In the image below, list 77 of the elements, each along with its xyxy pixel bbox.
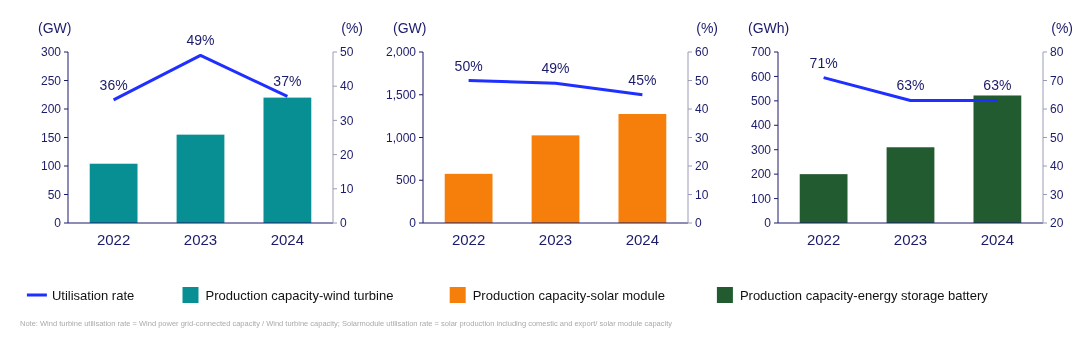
data-label: 37%: [273, 73, 302, 90]
y-tick-label: 2,000: [385, 45, 417, 60]
y2-tick-label: 20: [1050, 216, 1064, 231]
y-tick-label: 300: [750, 142, 772, 157]
y2-tick-label: 30: [695, 130, 709, 145]
legend-label: Production capacity-solar module: [472, 287, 665, 303]
y-tick-label: 300: [40, 45, 62, 60]
data-label: 49%: [541, 60, 570, 77]
y2-tick-label: 10: [340, 182, 354, 196]
y2-tick-label: 50: [340, 45, 354, 60]
y-tick-label: 150: [40, 130, 62, 145]
bar: [89, 163, 138, 223]
y-tick-label: 50: [47, 187, 62, 202]
y2-tick-label: 80: [1050, 45, 1064, 60]
y-tick-label: 200: [750, 167, 772, 182]
data-label: 45%: [628, 71, 657, 88]
y2-tick-label: 40: [695, 102, 709, 117]
data-label: 50%: [454, 57, 483, 74]
bar: [176, 134, 225, 223]
x-tick-label: 2024: [625, 231, 660, 248]
y2-tick-label: 50: [1050, 130, 1064, 145]
x-tick-label: 2023: [538, 231, 573, 248]
y-tick-label: 200: [40, 102, 62, 117]
y-axis-title: (GWh): [748, 20, 790, 36]
y2-tick-label: 70: [1050, 73, 1064, 88]
y2-tick-label: 40: [340, 79, 354, 94]
y-tick-label: 1,500: [385, 87, 417, 102]
bar: [886, 147, 935, 223]
y2-tick-label: 20: [340, 147, 354, 162]
x-tick-label: 2024: [270, 231, 305, 248]
bar: [799, 174, 848, 223]
bar: [444, 173, 493, 223]
y2-tick-label: 30: [1050, 187, 1064, 202]
y-tick-label: 400: [750, 118, 772, 133]
y-tick-label: 1,000: [385, 130, 417, 145]
bar: [618, 113, 667, 223]
y-axis-title: (GW): [38, 20, 72, 36]
y-tick-label: 700: [750, 45, 772, 60]
y2-tick-label: 30: [340, 113, 354, 128]
data-label: 63%: [983, 77, 1012, 94]
y2-axis-title: (%): [696, 20, 718, 36]
legend-label: Production capacity-energy storage battery: [739, 287, 989, 303]
y2-axis-title: (%): [1051, 20, 1073, 36]
y-tick-label: 0: [409, 216, 417, 231]
y-axis-title: (GW): [393, 20, 427, 36]
x-tick-label: 2023: [893, 231, 928, 248]
x-tick-label: 2022: [96, 231, 131, 248]
x-tick-label: 2024: [980, 231, 1015, 248]
x-tick-label: 2022: [451, 231, 486, 248]
legend-label: Utilisation rate: [51, 287, 135, 303]
y2-tick-label: 0: [695, 216, 702, 231]
bar: [263, 97, 312, 223]
x-tick-label: 2023: [183, 231, 218, 248]
x-tick-label: 2022: [806, 231, 841, 248]
y2-tick-label: 60: [695, 45, 709, 60]
y2-tick-label: 20: [695, 159, 709, 174]
y2-tick-label: 50: [695, 73, 709, 88]
y-tick-label: 100: [750, 191, 772, 206]
y-tick-label: 600: [750, 69, 772, 84]
legend-label: Production capacity-wind turbine: [205, 287, 394, 303]
data-label: 71%: [809, 54, 838, 71]
y-tick-label: 100: [40, 159, 62, 174]
y2-tick-label: 10: [695, 187, 709, 202]
bar: [531, 135, 580, 223]
y-tick-label: 0: [764, 216, 772, 231]
data-label: 49%: [186, 32, 215, 49]
y2-tick-label: 0: [340, 216, 347, 231]
data-label: 63%: [896, 77, 925, 94]
y-tick-label: 250: [40, 73, 62, 88]
y2-tick-label: 40: [1050, 159, 1064, 174]
y-tick-label: 500: [395, 173, 417, 188]
y2-tick-label: 60: [1050, 102, 1064, 117]
data-label: 36%: [99, 76, 128, 93]
bar: [973, 95, 1022, 223]
y2-axis-title: (%): [341, 20, 363, 36]
y-tick-label: 500: [750, 94, 772, 109]
y-tick-label: 0: [54, 216, 62, 231]
